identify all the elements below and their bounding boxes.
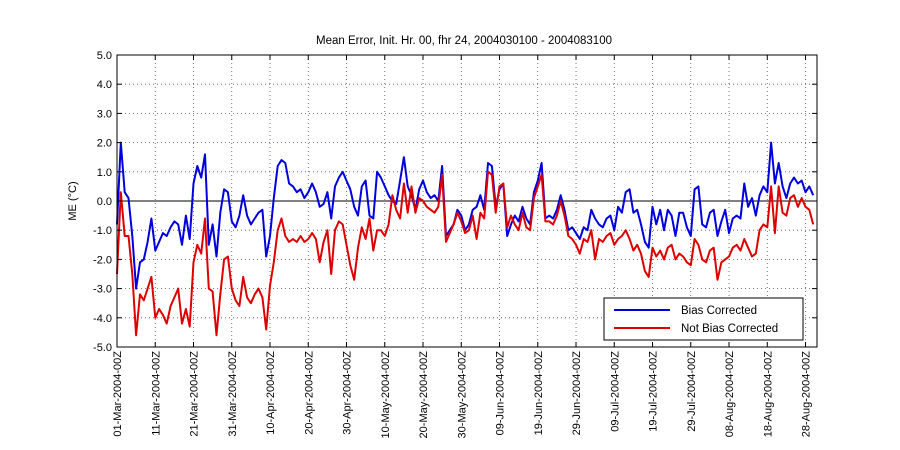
grid	[117, 55, 817, 347]
x-tick-label: 28-Aug-2004-00Z	[801, 351, 813, 438]
y-tick-label: -5.0	[93, 342, 112, 354]
y-tick-label: 5.0	[97, 50, 112, 62]
x-tick-label: 08-Aug-2004-00Z	[724, 351, 736, 438]
x-tick-label: 09-Jul-2004-00Z	[609, 351, 621, 432]
y-tick-label: -3.0	[93, 284, 112, 296]
x-tick-label: 21-Mar-2004-00Z	[189, 351, 201, 437]
y-tick-label: 1.0	[97, 167, 112, 179]
y-tick-label: 2.0	[97, 138, 112, 150]
y-tick-label: -2.0	[93, 254, 112, 266]
x-tick-label: 20-May-2004-00Z	[418, 351, 430, 439]
legend-label-bias-corrected: Bias Corrected	[681, 305, 757, 317]
x-tick-label: 29-Jul-2004-00Z	[686, 351, 698, 432]
x-tick-label: 30-Apr-2004-00Z	[342, 351, 354, 435]
x-tick-label: 18-Aug-2004-00Z	[762, 351, 774, 438]
x-tick-label: 20-Apr-2004-00Z	[303, 351, 315, 435]
y-tick-label: -1.0	[93, 225, 112, 237]
x-tick-label: 29-Jun-2004-00Z	[571, 351, 583, 436]
y-tick-label: 3.0	[97, 108, 112, 120]
y-tick-label: 4.0	[97, 79, 112, 91]
legend-label-not-bias-corrected: Not Bias Corrected	[681, 323, 778, 335]
chart-title: Mean Error, Init. Hr. 00, fhr 24, 200403…	[316, 35, 612, 47]
y-axis-label: ME (°C)	[67, 181, 79, 220]
y-tick-label: 0.0	[97, 196, 112, 208]
x-tick-label: 31-Mar-2004-00Z	[227, 351, 239, 437]
ticks: 5.0 4.0 3.0 2.0 1.0 0.0 -1.0 -2.0 -3.0 -4.0 -5.001…	[93, 50, 817, 438]
x-tick-label: 11-Mar-2004-00Z	[150, 351, 162, 436]
x-tick-label: 30-May-2004-00Z	[456, 351, 468, 439]
series-line-bias-corrected	[116, 141, 815, 290]
y-tick-label: -4.0	[93, 313, 112, 325]
x-tick-label: 19-Jun-2004-00Z	[533, 351, 545, 436]
series-group	[116, 141, 815, 337]
legend-box	[603, 297, 804, 341]
legend: Bias Corrected Not Bias Corrected	[603, 297, 804, 341]
x-tick-label: 10-Apr-2004-00Z	[265, 351, 277, 435]
x-tick-label: 01-Mar-2004-00Z	[112, 351, 124, 437]
series-line-not-bias-corrected	[116, 170, 815, 337]
x-tick-label: 10-May-2004-00Z	[380, 351, 392, 439]
x-tick-label: 09-Jun-2004-00Z	[495, 351, 507, 436]
x-tick-label: 19-Jul-2004-00Z	[648, 351, 660, 432]
